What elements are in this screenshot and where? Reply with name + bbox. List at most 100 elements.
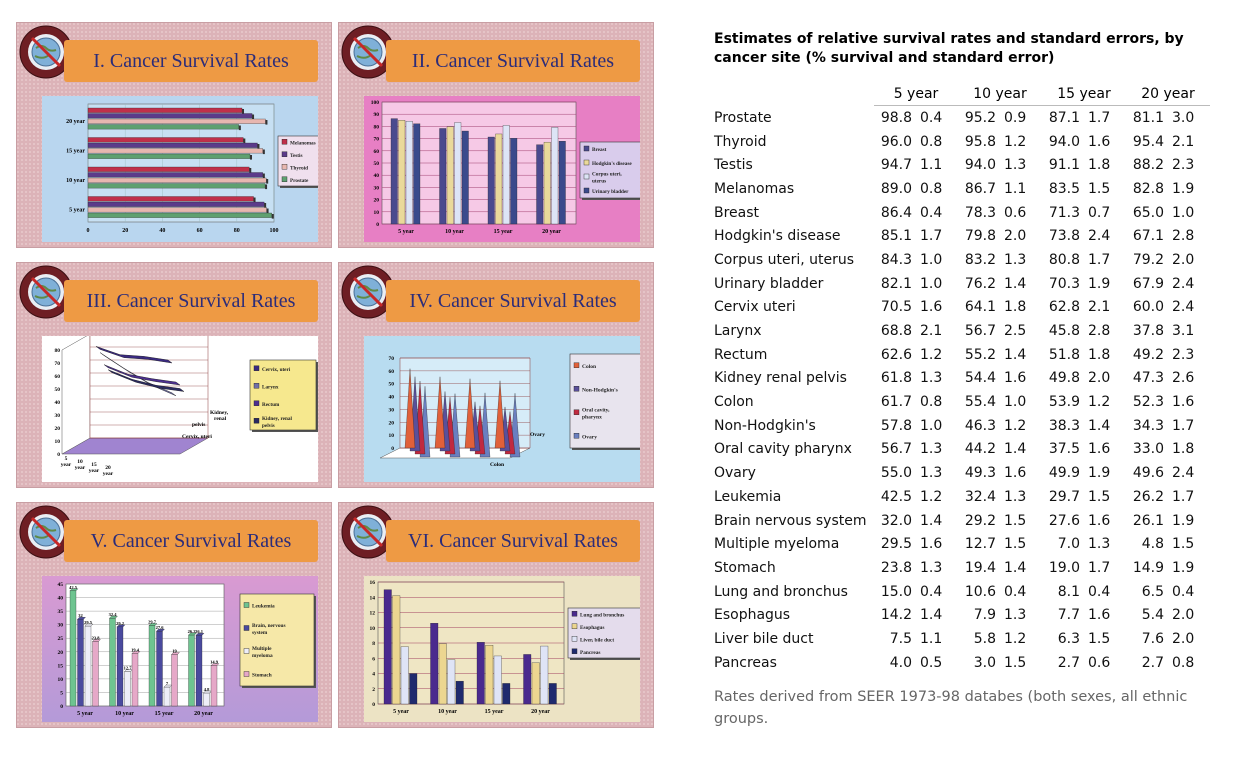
standard-error: 0.6 xyxy=(1088,654,1111,671)
legend-swatch xyxy=(571,648,578,654)
table-row: Colon 61.7 0.8 55.4 1.0 53.9 1.2 52.3 1.6 xyxy=(714,390,1210,414)
panel-title: I. Cancer Survival Rates xyxy=(64,40,318,82)
y-tick-label: 40 xyxy=(55,400,61,406)
bar xyxy=(543,141,551,225)
bar xyxy=(77,619,84,707)
y-tick-label: 5 year xyxy=(69,207,85,213)
panel-title: IV. Cancer Survival Rates xyxy=(386,280,640,322)
standard-error: 1.8 xyxy=(1004,299,1027,316)
survival-rate: 5.4 xyxy=(1141,607,1164,624)
standard-error: 1.5 xyxy=(1088,630,1111,647)
bar-top xyxy=(69,588,79,591)
survival-rate: 49.2 xyxy=(1132,346,1164,363)
bar-top xyxy=(131,651,141,654)
bar-top xyxy=(210,663,220,666)
left-wall xyxy=(61,336,91,455)
legend-label: Lung and bronchus xyxy=(580,612,624,618)
chart-2: 0 10 20 30 40 50 60 70 80 90 100 5 year 10 year 15 ye… xyxy=(364,96,640,242)
survival-rate: 64.1 xyxy=(964,299,996,316)
bar xyxy=(171,654,178,707)
survival-rate: 7.9 xyxy=(973,607,996,624)
survival-rate: 19.0 xyxy=(1048,559,1080,576)
panel-title: VI. Cancer Survival Rates xyxy=(386,520,640,562)
survival-rate: 61.8 xyxy=(880,370,912,387)
standard-error: 2.0 xyxy=(1172,630,1195,647)
survival-rate: 61.7 xyxy=(880,394,912,411)
standard-error: 1.6 xyxy=(1004,370,1027,387)
standard-error: 1.9 xyxy=(1172,559,1195,576)
bar-depth xyxy=(252,114,255,120)
table-row: Corpus uteri, uterus 84.3 1.0 83.2 1.3 80.8 1.… xyxy=(714,248,1210,272)
y-tick-label: 80 xyxy=(55,348,61,354)
depth-label: pelvis xyxy=(192,422,205,428)
survival-rate: 82.1 xyxy=(880,275,912,292)
survival-rate: 65.0 xyxy=(1132,204,1164,221)
bar xyxy=(87,166,250,172)
depth-label: renal xyxy=(214,416,227,422)
table-row: Breast 86.4 0.4 78.3 0.6 71.3 0.7 65.0 1.0 xyxy=(714,201,1210,225)
bar xyxy=(87,177,267,183)
data-label: 23.8 xyxy=(92,635,101,640)
standard-error: 2.4 xyxy=(1172,465,1195,482)
bar xyxy=(409,673,418,705)
cancer-site: Pancreas xyxy=(714,654,777,671)
awareness-logo-icon xyxy=(341,265,395,319)
standard-error: 1.1 xyxy=(1004,180,1027,197)
survival-rate: 95.8 xyxy=(964,133,996,150)
cancer-site: Non-Hodgkin's xyxy=(714,417,816,434)
bar xyxy=(485,645,494,705)
standard-error: 0.4 xyxy=(1088,583,1111,600)
cancer-site: Ovary xyxy=(714,465,756,482)
x-tick-label: 40 xyxy=(159,228,165,234)
standard-error: 1.7 xyxy=(1172,488,1195,505)
standard-error: 1.8 xyxy=(1088,346,1111,363)
x-tick-label: 10 year xyxy=(445,229,464,235)
legend-label: pharynx xyxy=(582,414,602,420)
survival-table-section: Estimates of relative survival rates and… xyxy=(714,30,1234,727)
legend-swatch xyxy=(281,139,288,145)
bar-top xyxy=(148,623,158,626)
x-tick-label: 15 xyxy=(91,462,97,468)
legend-label: Multiple xyxy=(252,646,272,652)
standard-error: 2.0 xyxy=(1088,370,1111,387)
legend-label: Stomach xyxy=(252,673,272,679)
table-header-row: 5 year 10 year 15 year 20 year xyxy=(714,83,1210,106)
standard-error: 1.5 xyxy=(1088,488,1111,505)
bar xyxy=(392,595,401,705)
survival-rate: 37.8 xyxy=(1132,323,1164,340)
bar-depth xyxy=(265,184,268,190)
y-tick-label: 20 year xyxy=(66,119,85,125)
y-tick-label: 20 xyxy=(55,426,61,432)
y-tick-label: 2 xyxy=(372,687,375,693)
bar-depth xyxy=(266,208,269,214)
survival-rate: 38.3 xyxy=(1048,417,1080,434)
survival-rate: 3.0 xyxy=(973,654,996,671)
survival-rate: 78.3 xyxy=(964,204,996,221)
survival-rate: 80.8 xyxy=(1048,251,1080,268)
bar xyxy=(405,121,413,225)
standard-error: 1.2 xyxy=(1004,133,1027,150)
data-label: 42.5 xyxy=(69,585,78,590)
series-ribbon xyxy=(95,346,173,364)
y-tick-label: 10 year xyxy=(66,178,85,184)
y-tick-label: 30 xyxy=(55,413,61,419)
bar xyxy=(87,107,243,113)
bar xyxy=(87,183,266,189)
standard-error: 1.7 xyxy=(1088,109,1111,126)
data-label: 12.7 xyxy=(124,666,133,671)
standard-error: 1.6 xyxy=(1088,133,1111,150)
x-tick-label: 15 year xyxy=(494,229,513,235)
y-tick-label: 16 xyxy=(370,580,376,586)
data-label: 32 xyxy=(78,613,83,618)
standard-error: 1.7 xyxy=(1172,417,1195,434)
survival-rate: 94.7 xyxy=(880,157,912,174)
survival-rate: 12.7 xyxy=(964,536,996,553)
standard-error: 1.4 xyxy=(920,607,943,624)
bar xyxy=(454,122,462,225)
bar xyxy=(383,589,392,705)
standard-error: 1.3 xyxy=(920,370,943,387)
table-row: Leukemia 42.5 1.2 32.4 1.3 29.7 1.5 26.2 1.7 xyxy=(714,485,1210,509)
cancer-site: Cervix uteri xyxy=(714,299,796,316)
legend-swatch xyxy=(281,151,288,157)
x-tick-label: 80 xyxy=(234,228,240,234)
